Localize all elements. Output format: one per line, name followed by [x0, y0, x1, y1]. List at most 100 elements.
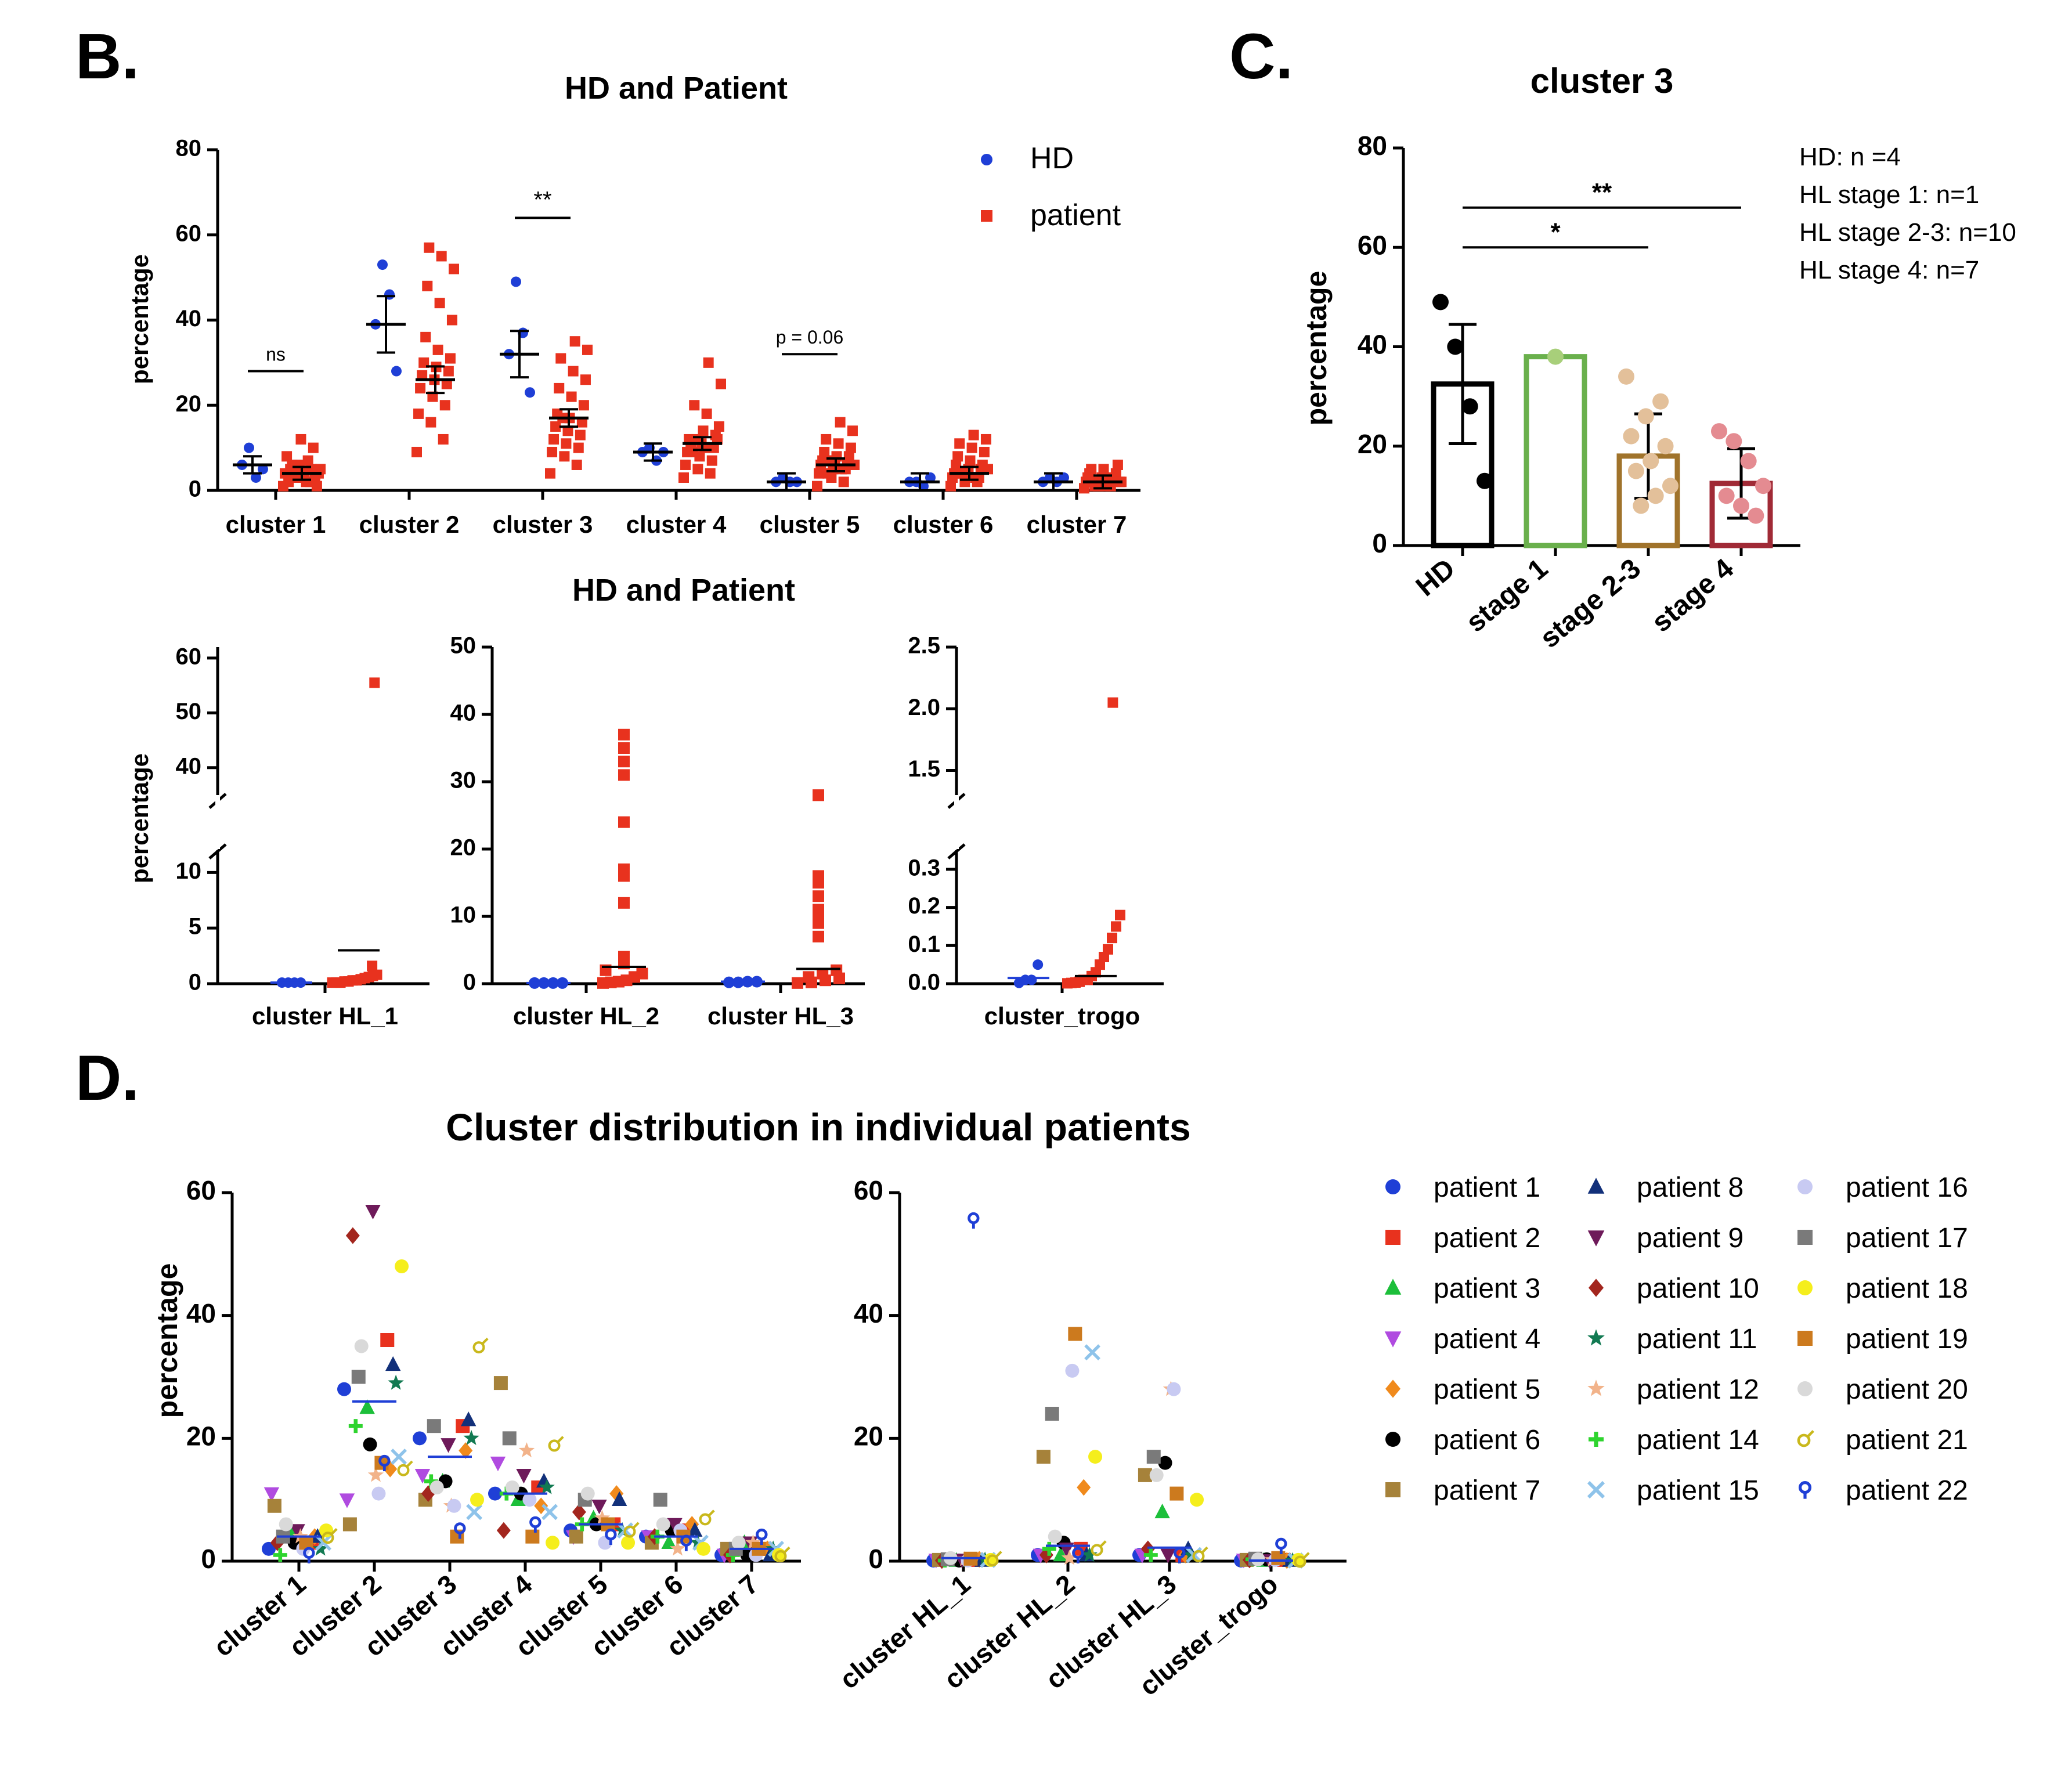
y-tick-label: 60 — [176, 644, 202, 669]
data-point — [667, 1518, 683, 1533]
data-point — [819, 446, 830, 457]
data-point — [1718, 487, 1735, 504]
data-point — [845, 442, 856, 453]
axis-break — [208, 843, 227, 860]
data-point — [680, 459, 691, 470]
data-point — [965, 455, 976, 466]
marker-stroke — [557, 1436, 564, 1443]
data-point — [945, 481, 956, 492]
data-point — [1158, 1456, 1172, 1470]
data-point — [562, 425, 573, 436]
y-tick-label: 80 — [176, 136, 202, 161]
legend-label: patient 21 — [1846, 1425, 1968, 1456]
data-point — [493, 1376, 508, 1391]
marker-stroke — [968, 1212, 980, 1225]
data-point — [618, 897, 630, 909]
y-tick-label: 10 — [450, 902, 477, 928]
data-point — [618, 769, 630, 781]
data-point — [814, 468, 825, 479]
legend-marker — [1587, 1480, 1605, 1499]
data-point — [388, 1374, 404, 1390]
legend-marker — [1385, 1179, 1400, 1194]
y-tick-label: 0.2 — [908, 893, 940, 919]
data-point — [279, 1517, 293, 1532]
data-point — [568, 366, 579, 377]
data-point — [371, 969, 382, 980]
data-point — [1086, 464, 1097, 475]
legend-label: patient 8 — [1637, 1172, 1743, 1203]
data-point — [496, 1522, 511, 1539]
data-point — [812, 481, 822, 492]
data-point — [438, 434, 449, 445]
data-point — [251, 472, 261, 483]
data-point — [580, 1486, 595, 1501]
legend-marker — [1385, 1432, 1400, 1447]
data-point — [377, 259, 388, 270]
data-point — [1088, 1450, 1103, 1464]
data-point — [490, 1456, 506, 1472]
data-point — [312, 1540, 329, 1556]
y-tick-label: 20 — [450, 835, 477, 861]
marker-stroke — [1100, 1540, 1107, 1547]
data-point — [1755, 478, 1771, 494]
y-tick-label: 0.0 — [908, 970, 940, 995]
data-point — [1061, 1550, 1078, 1565]
y-tick-label: 40 — [854, 1298, 883, 1328]
significance-label: p = 0.06 — [776, 327, 844, 348]
data-point — [561, 438, 572, 449]
data-point — [446, 315, 457, 326]
legend-label: patient 22 — [1846, 1475, 1968, 1506]
marker-stroke — [708, 1509, 715, 1516]
data-point — [1637, 408, 1654, 425]
legend-label: patient 1 — [1434, 1172, 1540, 1203]
y-tick-label: 1.5 — [908, 756, 940, 782]
data-point — [290, 1524, 305, 1539]
x-tick-label: stage 2-3 — [1535, 553, 1647, 654]
data-point — [522, 1493, 537, 1507]
n-annotation: HL stage 2-3: n=10 — [1799, 218, 2016, 247]
data-point — [311, 481, 322, 492]
y-axis-title: percentage — [1300, 271, 1333, 426]
data-point — [623, 1522, 640, 1538]
data-point — [821, 434, 832, 445]
legend-label: patient 6 — [1434, 1425, 1540, 1456]
y-tick-label: 80 — [1358, 131, 1387, 161]
x-tick-label: cluster 6 — [893, 511, 994, 538]
x-tick-label: cluster 7 — [1027, 511, 1127, 538]
marker-stroke — [623, 1525, 636, 1538]
data-point — [1154, 1503, 1170, 1519]
legend-marker — [1797, 1430, 1814, 1447]
marker-stroke — [605, 1528, 617, 1541]
chart-title: cluster 3 — [1530, 62, 1674, 100]
data-point — [525, 387, 535, 398]
data-point — [803, 971, 815, 983]
data-point — [701, 408, 712, 419]
data-point — [822, 468, 833, 479]
marker-stroke — [303, 1547, 315, 1559]
data-point — [1045, 1407, 1059, 1421]
y-tick-label: 0 — [189, 970, 201, 995]
data-point — [539, 1479, 555, 1494]
data-point — [378, 1454, 391, 1472]
data-point — [1447, 338, 1464, 355]
data-point — [273, 1548, 287, 1562]
data-point — [369, 677, 380, 688]
panel-label-c: C. — [1229, 21, 1293, 92]
data-point — [459, 1442, 473, 1459]
data-point — [1140, 1540, 1155, 1558]
data-point — [618, 863, 630, 875]
data-point — [427, 1419, 441, 1433]
n-annotation: HL stage 4: n=7 — [1799, 256, 1979, 284]
data-point — [441, 1438, 456, 1453]
significance-label: ns — [266, 344, 286, 365]
data-point — [363, 1437, 377, 1451]
data-point — [1652, 393, 1669, 410]
y-tick-label: 60 — [1358, 230, 1387, 260]
x-tick-label: cluster_trogo — [984, 1002, 1140, 1030]
data-point — [712, 434, 723, 445]
data-point — [518, 1442, 535, 1458]
data-point — [1192, 1546, 1208, 1562]
data-point — [618, 756, 630, 768]
data-point — [262, 1541, 276, 1556]
data-point — [1623, 428, 1640, 445]
